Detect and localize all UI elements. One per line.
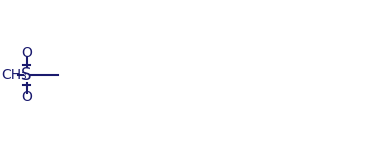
Text: O: O (21, 46, 32, 60)
Text: S: S (21, 66, 32, 84)
Text: CH₃: CH₃ (1, 68, 27, 82)
Text: O: O (21, 90, 32, 104)
